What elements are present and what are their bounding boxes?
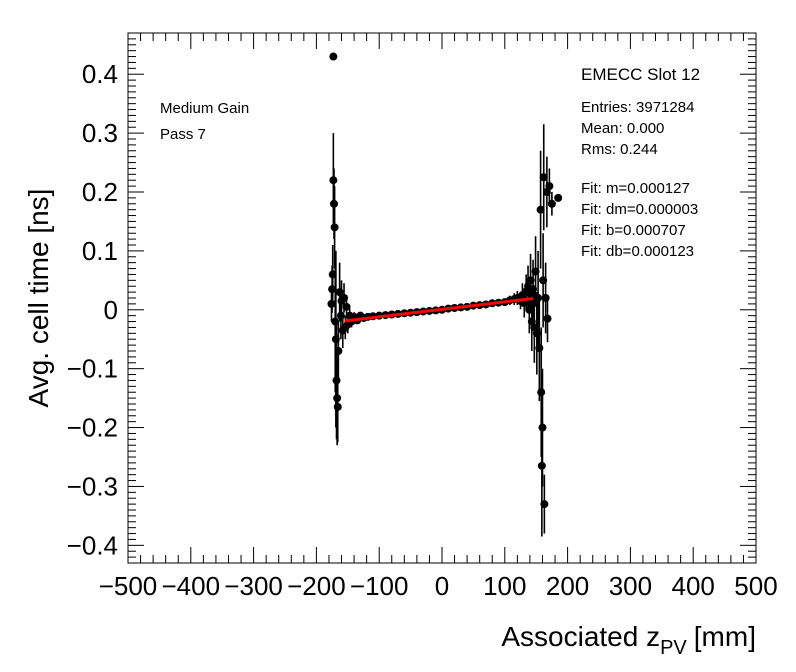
x-tick-label: −400 bbox=[162, 571, 221, 601]
x-tick-label: 400 bbox=[672, 571, 715, 601]
y-tick-label: −0.1 bbox=[67, 354, 118, 384]
x-tick-label: −300 bbox=[224, 571, 283, 601]
data-point bbox=[342, 302, 351, 311]
stats-mean: Mean: 0.000 bbox=[581, 120, 664, 137]
data-point bbox=[534, 294, 543, 302]
annotation-pass: Pass 7 bbox=[160, 126, 206, 143]
x-tick-label: −500 bbox=[99, 571, 158, 601]
y-tick-label: −0.3 bbox=[67, 471, 118, 501]
data-point bbox=[330, 223, 339, 232]
x-axis-title-subscript: PV bbox=[660, 637, 687, 659]
y-tick-label: −0.2 bbox=[67, 413, 118, 443]
x-tick-label: 300 bbox=[609, 571, 652, 601]
data-point bbox=[334, 347, 343, 355]
x-tick-label: −200 bbox=[287, 571, 346, 601]
data-point bbox=[545, 182, 554, 191]
data-point bbox=[543, 314, 552, 323]
data-point bbox=[540, 500, 549, 509]
fit-b: Fit: b=0.000707 bbox=[581, 222, 686, 239]
data-point bbox=[535, 344, 544, 353]
data-point bbox=[536, 205, 545, 214]
x-axis-title: Associated zPV [mm] bbox=[501, 621, 756, 659]
data-point bbox=[539, 173, 548, 182]
annotation-gain: Medium Gain bbox=[160, 100, 249, 117]
y-axis-title: Avg. cell time [ns] bbox=[23, 189, 54, 408]
y-tick-label: 0 bbox=[104, 295, 118, 325]
y-tick-label: 0.4 bbox=[82, 59, 118, 89]
data-points bbox=[327, 52, 563, 537]
data-point bbox=[333, 402, 342, 411]
stats-rms: Rms: 0.244 bbox=[581, 141, 658, 158]
x-tick-label: 100 bbox=[483, 571, 526, 601]
data-point bbox=[541, 294, 550, 302]
fit-db: Fit: db=0.000123 bbox=[581, 243, 694, 260]
data-point bbox=[327, 299, 336, 308]
x-axis-title-main: Associated z bbox=[501, 621, 660, 652]
y-tick-label: 0.3 bbox=[82, 118, 118, 148]
y-tick-label: −0.4 bbox=[67, 530, 118, 560]
fit-m: Fit: m=0.000127 bbox=[581, 180, 690, 197]
data-point bbox=[537, 388, 546, 397]
x-tick-label: 0 bbox=[435, 571, 449, 601]
axis-tick-labels: −500 −400 −300 −200 −100 0 100 200 300 400 500 −0.4… bbox=[67, 59, 778, 601]
y-tick-label: 0.2 bbox=[82, 177, 118, 207]
x-tick-label: −100 bbox=[350, 571, 409, 601]
data-point bbox=[329, 52, 338, 61]
x-tick-label: 200 bbox=[546, 571, 589, 601]
x-tick-label: 500 bbox=[734, 571, 777, 601]
x-axis-title-unit: [mm] bbox=[694, 621, 756, 652]
stats-entries: Entries: 3971284 bbox=[581, 99, 694, 116]
stats-title: EMECC Slot 12 bbox=[581, 65, 700, 84]
fit-line bbox=[344, 297, 534, 323]
fit-dm: Fit: dm=0.000003 bbox=[581, 201, 698, 218]
data-point bbox=[554, 193, 563, 202]
y-tick-label: 0.1 bbox=[82, 236, 118, 266]
axis-ticks bbox=[127, 32, 757, 564]
data-point bbox=[538, 423, 547, 432]
data-point bbox=[547, 199, 556, 208]
